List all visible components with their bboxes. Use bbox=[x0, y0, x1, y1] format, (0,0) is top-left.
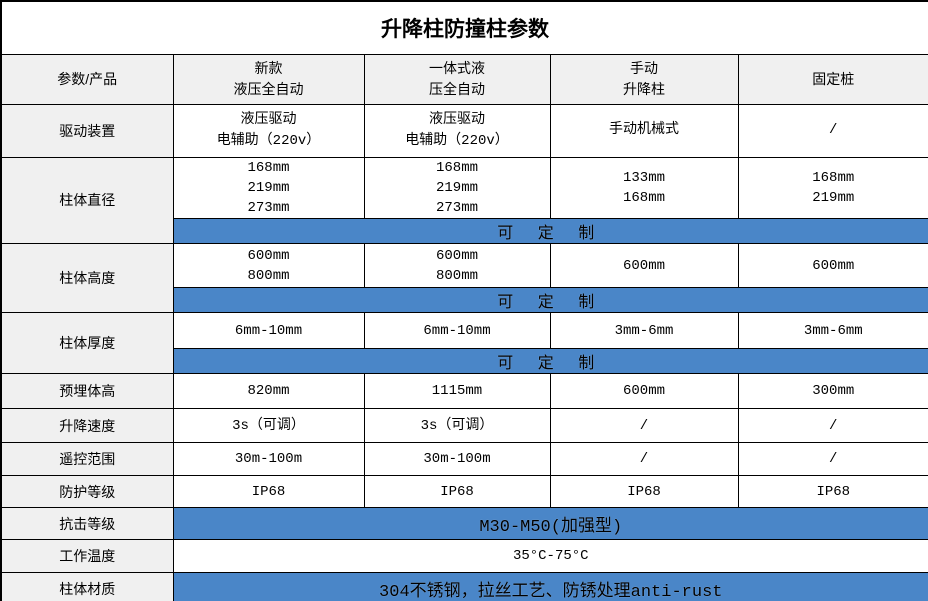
row-height: 柱体高度 600mm 800mm 600mm 800mm 600mm 600mm bbox=[0, 243, 928, 314]
value-cell: 6mm-10mm bbox=[363, 312, 551, 350]
row-lift-speed: 升降速度 3s（可调） 3s（可调） / / bbox=[0, 408, 928, 444]
value-cell: 600mm bbox=[549, 243, 739, 289]
row-thickness: 柱体厚度 6mm-10mm 6mm-10mm 3mm-6mm 3mm-6mm bbox=[0, 312, 928, 375]
row-label-remote-range: 遥控范围 bbox=[0, 442, 174, 477]
customizable-banner: 可 定 制 bbox=[172, 348, 928, 375]
row-embedded-height: 预埋体高 820mm 1115mm 600mm 300mm bbox=[0, 373, 928, 410]
row-diameter-customizable: 可 定 制 bbox=[1, 218, 928, 245]
row-label-material: 柱体材质 bbox=[0, 572, 174, 601]
row-label-drive: 驱动装置 bbox=[0, 103, 174, 158]
value-cell: 3mm-6mm bbox=[737, 312, 928, 350]
row-label-diameter: 柱体直径 bbox=[0, 156, 174, 245]
value-cell: / bbox=[549, 408, 739, 444]
row-protection-level: 防护等级 IP68 IP68 IP68 IP68 bbox=[0, 475, 928, 509]
value-cell: 600mm bbox=[549, 373, 739, 410]
value-cell: / bbox=[737, 408, 928, 444]
value-cell: 600mm 800mm bbox=[172, 243, 365, 289]
value-cell: 1115mm bbox=[363, 373, 551, 410]
value-cell: 168mm 219mm 273mm bbox=[172, 156, 365, 220]
row-diameter: 柱体直径 168mm 219mm 273mm 168mm 219mm 273mm… bbox=[0, 156, 928, 245]
value-cell: / bbox=[737, 442, 928, 477]
header-product-fixed-pile: 固定桩 bbox=[737, 53, 928, 105]
header-product-manual-bollard: 手动 升降柱 bbox=[549, 53, 739, 105]
row-impact-level: 抗击等级 M30-M50(加强型) bbox=[0, 507, 928, 541]
value-cell: 820mm bbox=[172, 373, 365, 410]
value-cell: IP68 bbox=[737, 475, 928, 509]
value-cell: 液压驱动 电辅助（220v） bbox=[363, 103, 551, 158]
value-cell: / bbox=[737, 103, 928, 158]
row-label-thickness: 柱体厚度 bbox=[0, 312, 174, 375]
page-title: 升降柱防撞柱参数 bbox=[0, 0, 928, 55]
value-cell: 600mm 800mm bbox=[363, 243, 551, 289]
value-cell: 600mm bbox=[737, 243, 928, 289]
value-cell: IP68 bbox=[363, 475, 551, 509]
customizable-banner: 可 定 制 bbox=[172, 287, 928, 314]
row-drive: 驱动装置 液压驱动 电辅助（220v） 液压驱动 电辅助（220v） 手动机械式… bbox=[0, 103, 928, 158]
row-thickness-customizable: 可 定 制 bbox=[1, 348, 928, 375]
value-cell: 6mm-10mm bbox=[172, 312, 365, 350]
value-cell: 液压驱动 电辅助（220v） bbox=[172, 103, 365, 158]
value-cell: 30m-100m bbox=[172, 442, 365, 477]
row-label-lift-speed: 升降速度 bbox=[0, 408, 174, 444]
value-cell: 168mm 219mm 273mm bbox=[363, 156, 551, 220]
row-work-temperature: 工作温度 35°C-75°C bbox=[0, 539, 928, 574]
value-cell: / bbox=[549, 442, 739, 477]
header-product-integrated-hydraulic: 一体式液 压全自动 bbox=[363, 53, 551, 105]
value-cell: IP68 bbox=[172, 475, 365, 509]
value-cell: 168mm 219mm bbox=[737, 156, 928, 220]
row-label-height: 柱体高度 bbox=[0, 243, 174, 314]
row-height-customizable: 可 定 制 bbox=[1, 287, 928, 314]
row-label-impact-level: 抗击等级 bbox=[0, 507, 174, 541]
value-cell: 30m-100m bbox=[363, 442, 551, 477]
value-cell: 3mm-6mm bbox=[549, 312, 739, 350]
impact-level-value: M30-M50(加强型) bbox=[172, 507, 928, 541]
header-row: 参数/产品 新款 液压全自动 一体式液 压全自动 手动 升降柱 固定桩 bbox=[0, 53, 928, 105]
row-label-embedded-height: 预埋体高 bbox=[0, 373, 174, 410]
row-label-protection-level: 防护等级 bbox=[0, 475, 174, 509]
header-param-product: 参数/产品 bbox=[0, 53, 174, 105]
title-row: 升降柱防撞柱参数 bbox=[0, 0, 928, 55]
row-remote-range: 遥控范围 30m-100m 30m-100m / / bbox=[0, 442, 928, 477]
value-cell: 3s（可调） bbox=[363, 408, 551, 444]
value-cell: 3s（可调） bbox=[172, 408, 365, 444]
value-cell: 手动机械式 bbox=[549, 103, 739, 158]
value-cell: IP68 bbox=[549, 475, 739, 509]
work-temperature-value: 35°C-75°C bbox=[172, 539, 928, 574]
row-material: 柱体材质 304不锈钢，拉丝工艺、防锈处理anti-rust bbox=[0, 572, 928, 601]
material-value: 304不锈钢，拉丝工艺、防锈处理anti-rust bbox=[172, 572, 928, 601]
value-cell: 133mm 168mm bbox=[549, 156, 739, 220]
customizable-banner: 可 定 制 bbox=[172, 218, 928, 245]
row-label-work-temperature: 工作温度 bbox=[0, 539, 174, 574]
header-product-new-hydraulic: 新款 液压全自动 bbox=[172, 53, 365, 105]
value-cell: 300mm bbox=[737, 373, 928, 410]
